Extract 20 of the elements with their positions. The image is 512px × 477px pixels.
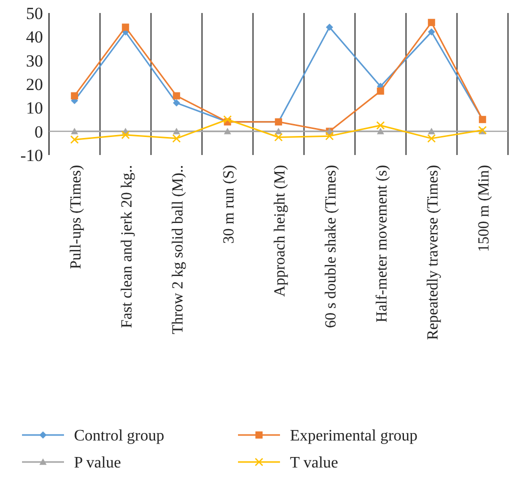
x-tick-label: Half-meter movement (s) [374, 165, 390, 323]
x-tick-label: Fast clean and jerk 20 kg.. [118, 165, 136, 328]
y-tick-label: 0 [34, 122, 43, 142]
legend-label: Control group [74, 428, 164, 445]
legend-label: Experimental group [290, 428, 418, 445]
legend-label: P value [74, 454, 121, 472]
x-tick-label: Repeatedly traverse (Times) [424, 165, 442, 340]
y-tick-label: 10 [26, 98, 43, 118]
x-tick-label: Approach height (M) [272, 165, 288, 297]
y-tick-label: 50 [26, 4, 43, 23]
y-tick-label: 40 [26, 28, 43, 47]
x-tick-label: 1500 m (Min) [476, 165, 492, 252]
x-tick-label: Pull-ups (Times) [68, 165, 84, 270]
x-tick-label: 30 m run (S) [220, 165, 238, 244]
legend-label: T value [290, 454, 338, 472]
x-tick-label: 60 s double shake (Times) [322, 165, 340, 328]
y-tick-label: 30 [26, 51, 43, 70]
x-tick-label: Throw 2 kg solid ball (M).. [170, 165, 186, 334]
y-tick-label: 20 [26, 74, 43, 94]
y-tick-label: -10 [20, 146, 43, 165]
